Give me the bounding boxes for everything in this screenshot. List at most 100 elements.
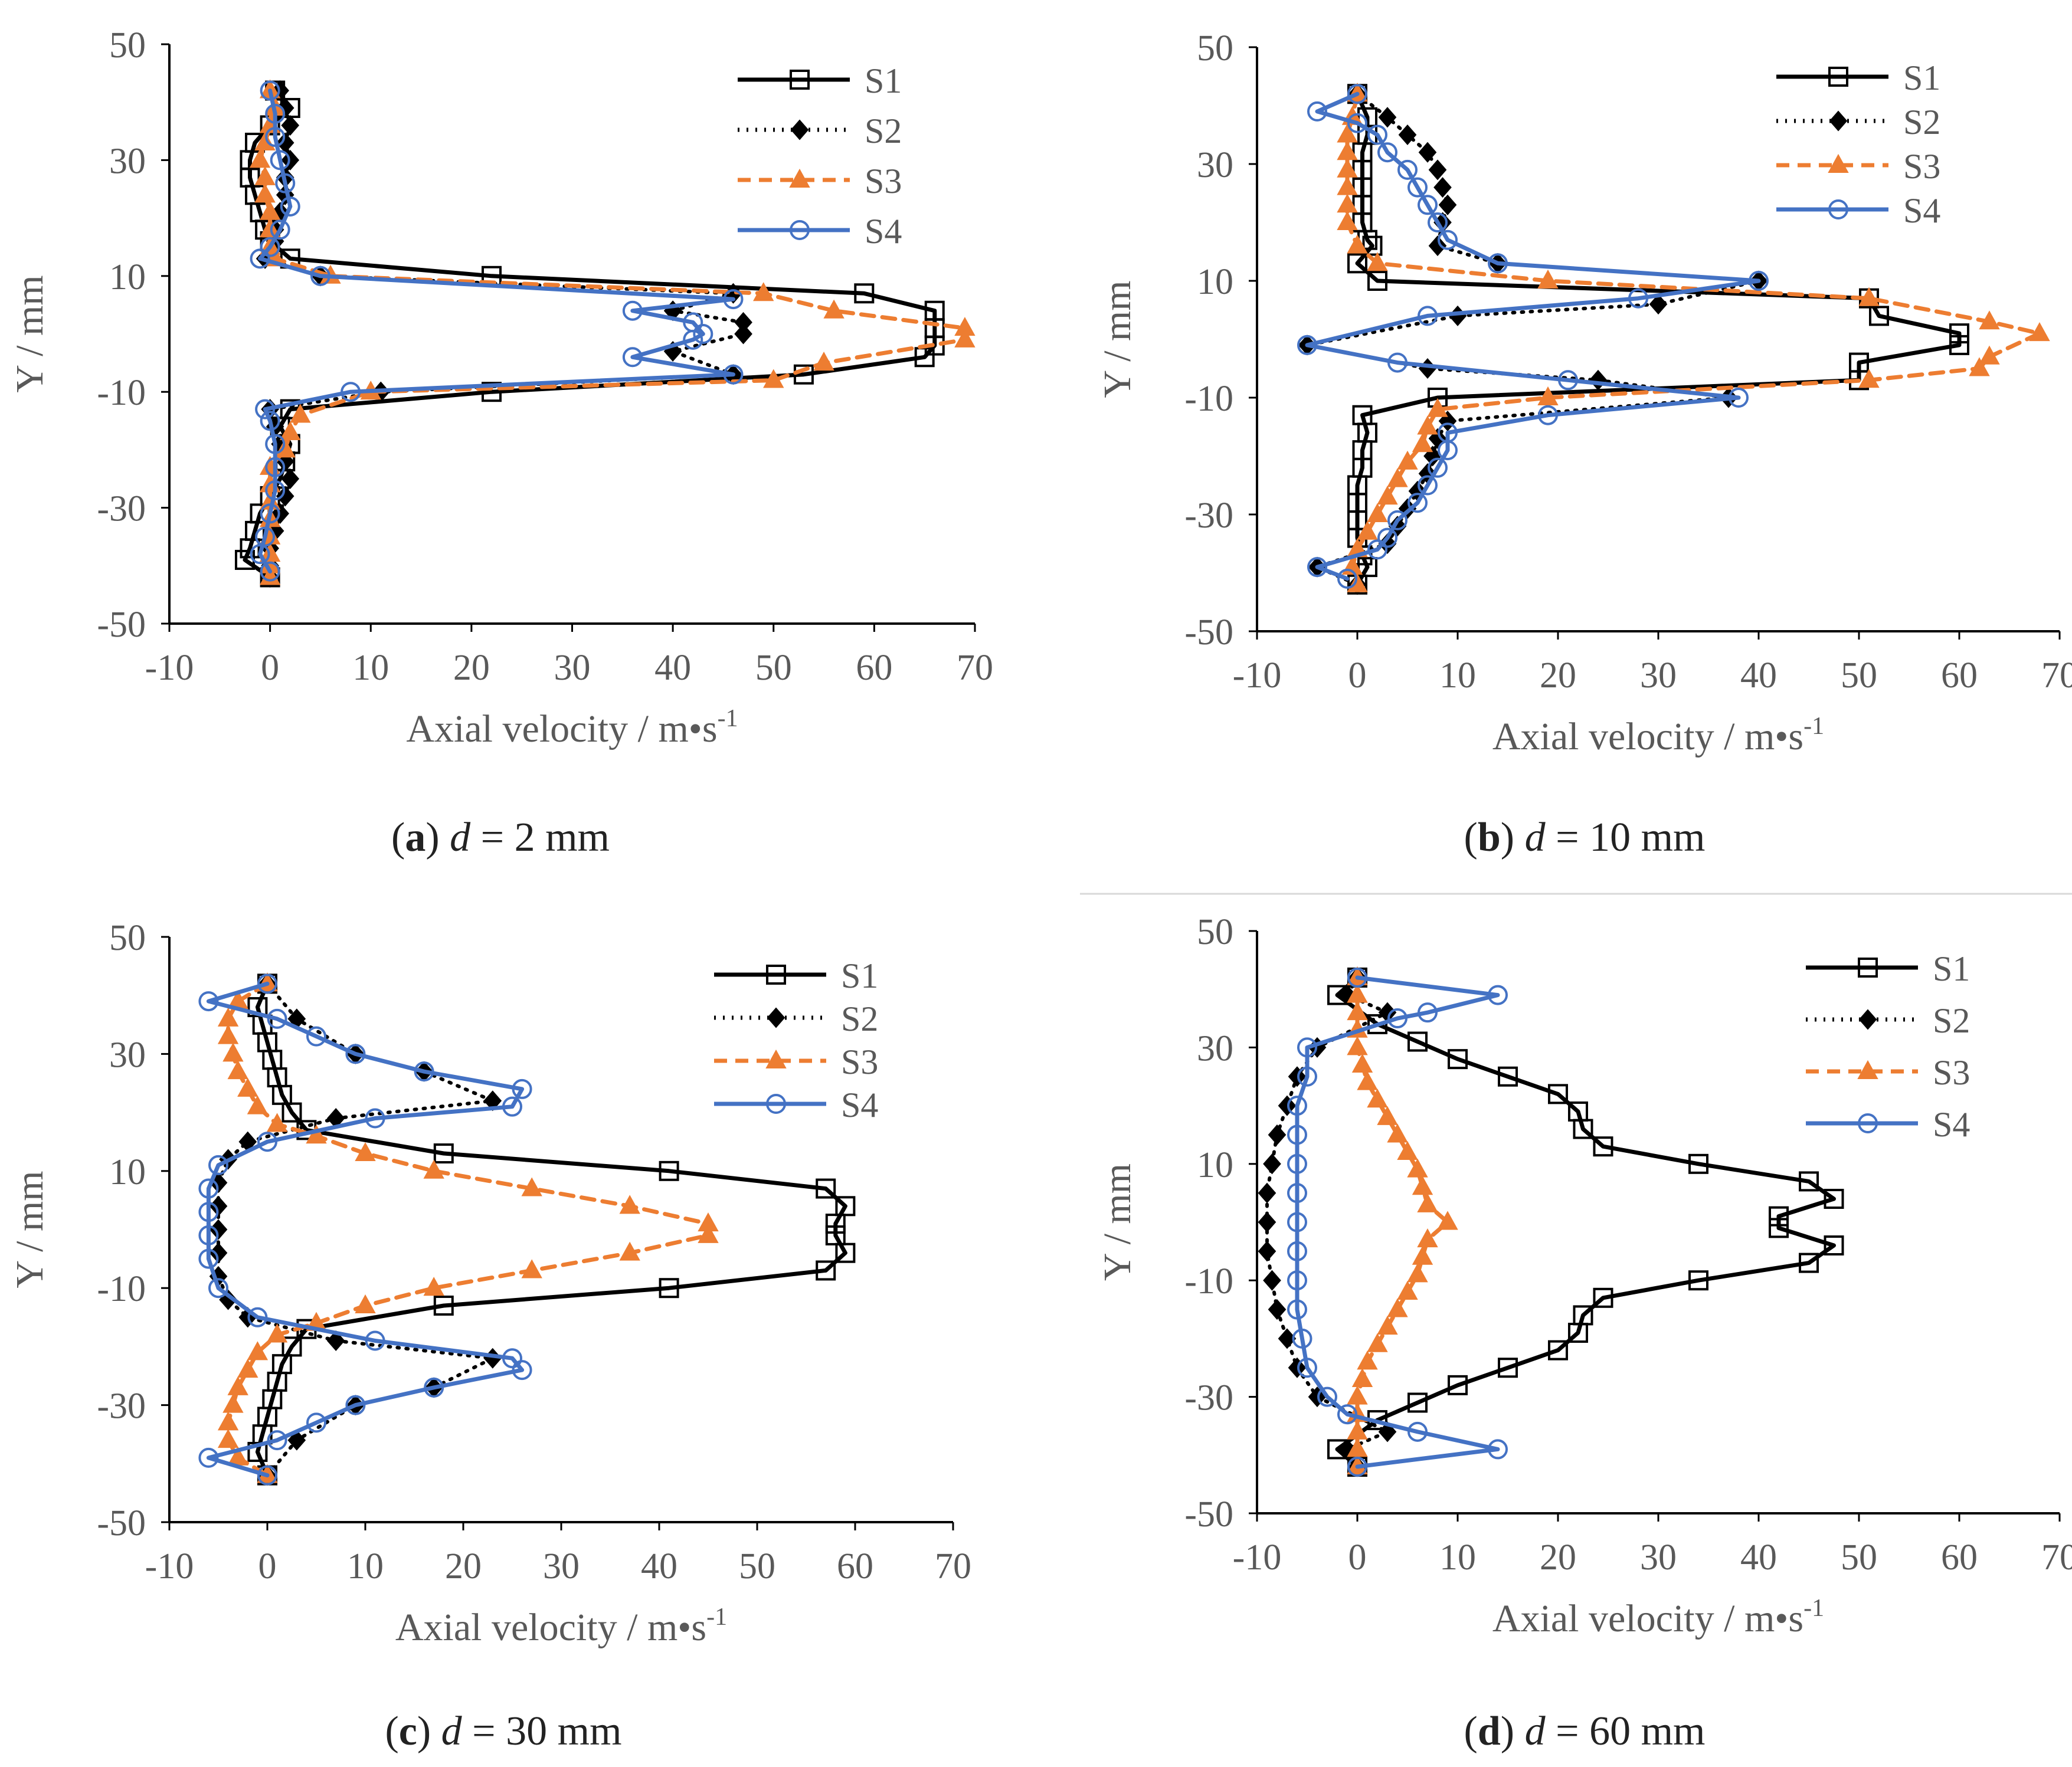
series-line-s3 [226,981,711,1478]
data-point-s3 [222,1043,244,1062]
y-tick-label: 50 [1197,28,1233,68]
data-point-s3 [1858,369,1880,388]
data-point-s2 [734,323,752,345]
data-point-s4 [1287,1270,1307,1291]
data-point-s2 [1258,1241,1276,1262]
data-point-s3 [423,1277,444,1296]
data-point-s4 [1428,457,1448,478]
data-point-s4 [1729,388,1749,408]
data-point-s3 [1377,486,1398,505]
legend-item-s1: S1 [714,956,878,995]
legend-marker-s4 [1828,199,1848,219]
data-point-s2 [281,114,300,136]
x-tick-label: 50 [1841,1537,1877,1578]
chart-panel-a: -10 0 10 20 30 40 50 60 70 -50 -30 -10 10 30 50 Axial v… [8,25,993,750]
data-point-s4 [1418,195,1438,215]
data-point-s1 [1357,422,1377,443]
y-tick-label: -30 [1184,1378,1233,1418]
data-point-s4 [265,103,286,124]
chart-panel-b: -10 0 10 20 30 40 50 60 70 -50 -30 -10 10 30 50 Axial v… [1096,28,2072,758]
caption-a: (a) d = 2 mm [391,815,610,860]
data-point-s3 [1412,433,1433,453]
series-line-s4 [1305,91,1761,581]
data-point-s4 [622,300,643,321]
data-point-s2 [326,1330,345,1351]
x-tick-label: 20 [445,1546,482,1586]
data-point-s4 [1297,335,1317,355]
x-tick-label: 10 [1439,655,1476,696]
series-s3 [1347,966,1458,1475]
legend-marker-s1 [766,965,786,985]
data-point-s3 [2029,322,2050,342]
data-point-s3 [247,1095,269,1114]
data-point-s4 [414,1061,434,1082]
legend-item-s1: S1 [1776,58,1940,97]
y-tick-label: -10 [1184,1261,1233,1302]
legend-label-s3: S3 [841,1043,878,1081]
data-point-s1 [433,1143,454,1164]
data-point-s4 [1387,352,1407,373]
legend-marker-s1 [790,70,810,90]
data-point-s4 [345,1395,366,1415]
data-point-s3 [306,1125,327,1144]
data-point-s2 [1278,1328,1297,1349]
x-tick-label: 20 [1540,655,1576,696]
legend-label-s2: S2 [1903,103,1940,142]
x-tick-label: 10 [352,648,389,688]
legend-item-s2: S2 [738,112,902,150]
data-point-s1 [247,1441,268,1462]
data-point-s1 [240,538,260,559]
data-point-s4 [1287,1153,1307,1174]
data-point-s1 [433,1295,454,1316]
data-point-s4 [1287,1125,1307,1145]
legend-item-s2: S2 [1806,1001,1970,1040]
data-point-s3 [619,1195,640,1214]
data-point-s3 [237,1359,258,1378]
data-point-s1 [1799,1171,1819,1192]
data-point-s1 [1448,1049,1468,1070]
data-point-s1 [1688,1270,1708,1291]
series-line-s4 [258,88,735,574]
data-point-s3 [217,1429,239,1448]
data-point-s4 [1287,1241,1307,1261]
legend-marker-s2 [1829,110,1848,132]
data-point-s1 [825,1225,846,1245]
data-point-s3 [1537,386,1559,405]
data-point-s1 [835,1196,856,1217]
data-point-s1 [1824,1189,1844,1209]
data-point-s1 [825,1214,846,1234]
data-point-s1 [854,283,875,304]
data-point-s4 [1337,568,1357,589]
data-point-s3 [1407,1263,1428,1283]
legend-marker-s2 [790,119,809,140]
x-tick-label: 50 [1841,655,1877,696]
data-point-s3 [227,1376,248,1395]
data-point-s2 [281,149,300,171]
data-point-s3 [1337,211,1358,230]
series-line-s1 [1335,975,1836,1469]
data-point-s1 [1352,440,1373,461]
legend-label-s4: S4 [865,212,902,251]
series-s1 [1327,967,1844,1477]
x-tick-label: 60 [856,648,892,688]
data-point-s3 [1351,1053,1373,1073]
data-point-s2 [1263,1153,1281,1175]
legend-label-s4: S4 [1933,1105,1970,1144]
data-point-s2 [1258,1182,1276,1204]
data-point-s4 [1407,177,1428,198]
data-point-s2 [276,486,294,507]
data-point-s1 [1593,1287,1613,1308]
legend-marker-s2 [767,1007,785,1028]
data-point-s3 [266,1113,288,1132]
legend-item-s4: S4 [714,1086,878,1125]
data-point-s4 [198,1202,219,1222]
data-point-s1 [914,347,935,368]
data-point-s2 [1268,1124,1287,1145]
legend-marker-s3 [789,168,810,188]
data-point-s4 [255,399,276,419]
data-point-s1 [271,1084,292,1105]
data-point-s4 [1337,1404,1357,1425]
y-tick-label: 30 [1197,145,1233,185]
y-axis-title: Y / mm [8,275,51,392]
